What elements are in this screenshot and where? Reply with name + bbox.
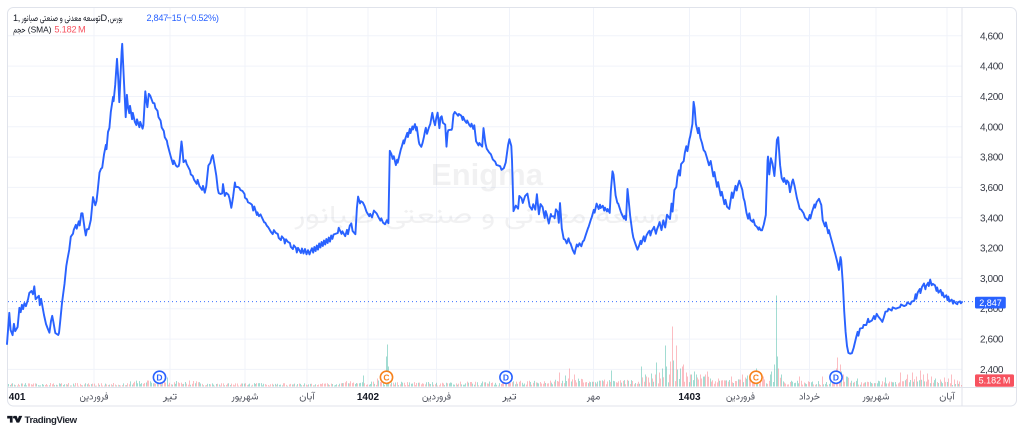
svg-text:3,000: 3,000 [980, 274, 1004, 285]
svg-text:1402: 1402 [357, 392, 380, 403]
svg-text:1: 1 [13, 13, 18, 23]
svg-text:D: D [833, 372, 839, 382]
svg-text:3,600: 3,600 [980, 183, 1004, 194]
svg-text:(SMA): (SMA) [28, 25, 52, 35]
svg-text:5.182 M: 5.182 M [979, 376, 1011, 386]
svg-text:1403: 1403 [678, 392, 701, 403]
svg-text:2,847: 2,847 [979, 298, 1002, 308]
svg-text:D: D [156, 372, 162, 382]
svg-text:3,800: 3,800 [980, 153, 1004, 164]
svg-text:3,400: 3,400 [980, 213, 1004, 224]
svg-text:2,600: 2,600 [980, 335, 1004, 346]
svg-text:C: C [383, 372, 389, 382]
svg-text:Enigma: Enigma [431, 157, 544, 192]
svg-text:D: D [503, 372, 509, 382]
svg-text:5.182 M: 5.182 M [54, 25, 85, 35]
svg-text:D,: D, [101, 13, 110, 23]
svg-text:3,200: 3,200 [980, 244, 1004, 255]
svg-text:TradingView: TradingView [25, 415, 78, 426]
svg-text:401: 401 [9, 392, 26, 403]
svg-text:4,400: 4,400 [980, 62, 1004, 73]
svg-text:−15 (−0.52%): −15 (−0.52%) [167, 13, 219, 23]
svg-text:2,800: 2,800 [980, 304, 1004, 315]
svg-text:4,600: 4,600 [980, 31, 1004, 42]
svg-text:4,000: 4,000 [980, 122, 1004, 133]
svg-text:4,200: 4,200 [980, 92, 1004, 103]
svg-text:C: C [753, 372, 759, 382]
svg-text:2,847: 2,847 [147, 13, 169, 23]
svg-text:2,400: 2,400 [980, 365, 1004, 376]
svg-text:,: , [18, 13, 21, 23]
